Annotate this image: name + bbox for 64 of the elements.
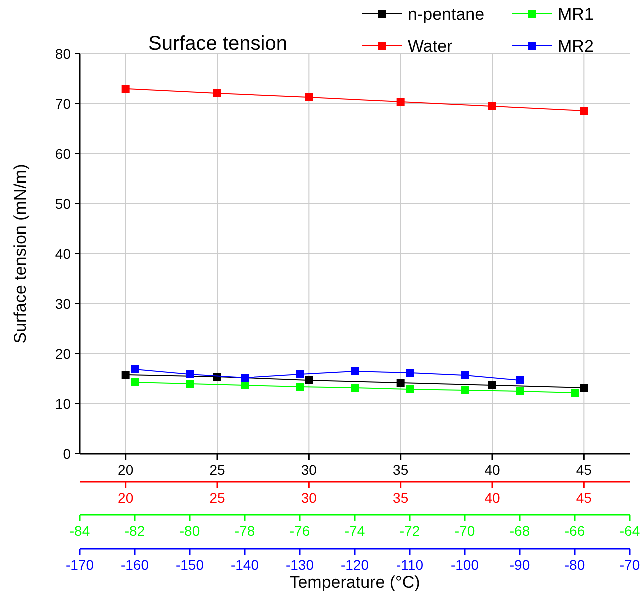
x-tick-label: -70 bbox=[454, 523, 476, 539]
legend-label: Water bbox=[408, 36, 454, 56]
x-tick-label: 30 bbox=[301, 462, 318, 478]
x2-tick-label: -110 bbox=[396, 557, 424, 573]
x2-tick-label: 45 bbox=[576, 490, 592, 506]
x2-tick-label: -100 bbox=[450, 557, 480, 573]
point bbox=[351, 384, 359, 392]
x2-tick-label: -140 bbox=[230, 557, 260, 573]
point bbox=[296, 383, 304, 391]
legend-label: MR1 bbox=[558, 4, 594, 24]
x-tick-label: 35 bbox=[393, 462, 409, 478]
point bbox=[122, 371, 130, 379]
x-tick-label: -80 bbox=[180, 523, 200, 539]
x-tick-label: 20 bbox=[118, 462, 134, 478]
x-tick-label: 40 bbox=[484, 462, 500, 478]
y-tick-label: 40 bbox=[55, 246, 72, 262]
x-axis-title: Temperature (°C) bbox=[290, 573, 420, 592]
y-tick-label: 0 bbox=[63, 446, 72, 462]
x2-tick-label: 25 bbox=[210, 490, 226, 506]
x-tick-label: 25 bbox=[210, 462, 226, 478]
x-tick-label: 45 bbox=[576, 462, 592, 478]
point bbox=[406, 386, 414, 394]
y-tick-label: 50 bbox=[55, 196, 72, 212]
legend-label: MR2 bbox=[558, 36, 594, 56]
y-tick-label: 20 bbox=[55, 346, 72, 362]
x2-tick-label: -120 bbox=[340, 557, 370, 573]
x2-tick-label: -170 bbox=[66, 557, 94, 573]
x2-tick-label: -70 bbox=[620, 557, 640, 573]
y-tick-label: 70 bbox=[55, 96, 72, 112]
y-tick-label: 60 bbox=[55, 146, 72, 162]
x2-tick-label: 20 bbox=[118, 490, 134, 506]
x2-tick-label: 40 bbox=[484, 490, 500, 506]
x-tick-label: -74 bbox=[344, 523, 366, 539]
x-tick-label: -72 bbox=[400, 523, 420, 539]
x-tick-label: -84 bbox=[70, 523, 90, 539]
point bbox=[488, 382, 496, 390]
y-tick-label: 80 bbox=[55, 46, 72, 62]
y-axis-title: Surface tension (mN/m) bbox=[11, 164, 30, 344]
y-tick-label: 30 bbox=[55, 296, 72, 312]
x2-tick-label: -130 bbox=[286, 557, 314, 573]
chart-title: Surface tension bbox=[148, 33, 288, 55]
x2-tick-label: -90 bbox=[510, 557, 530, 573]
legend-label: n-pentane bbox=[408, 4, 485, 24]
x-tick-label: -68 bbox=[510, 523, 530, 539]
x2-tick-label: -80 bbox=[564, 557, 586, 573]
point bbox=[186, 380, 194, 388]
x-tick-label: -78 bbox=[234, 523, 256, 539]
x2-tick-label: 35 bbox=[393, 490, 409, 506]
point bbox=[580, 384, 588, 392]
point bbox=[396, 379, 405, 387]
point bbox=[241, 382, 249, 390]
y-tick-label: 10 bbox=[55, 396, 72, 412]
x-tick-label: -82 bbox=[124, 523, 146, 539]
point bbox=[571, 389, 579, 397]
point bbox=[516, 388, 524, 396]
point bbox=[305, 376, 314, 384]
point bbox=[131, 378, 139, 386]
x-tick-label: -66 bbox=[564, 523, 586, 539]
x-tick-label: -64 bbox=[620, 523, 640, 539]
x2-tick-label: -150 bbox=[176, 557, 204, 573]
point bbox=[461, 386, 469, 394]
x2-tick-label: -160 bbox=[120, 557, 150, 573]
x2-tick-label: 30 bbox=[301, 490, 318, 506]
x-tick-label: -76 bbox=[290, 523, 310, 539]
